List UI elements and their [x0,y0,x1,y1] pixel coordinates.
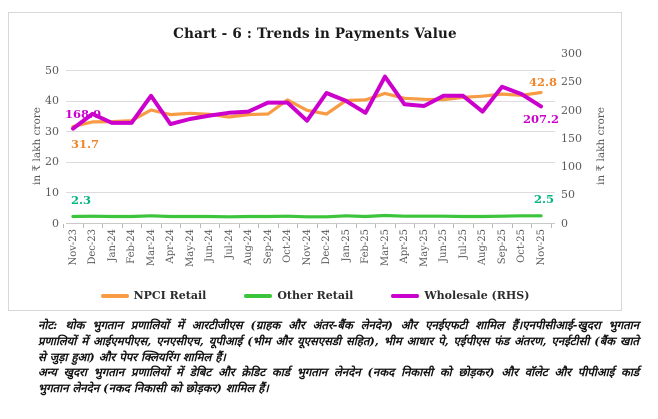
data-label: 2.5 [534,192,555,206]
gridline [66,223,555,224]
x-axis-tick [531,223,533,228]
right-axis-title: in ₹ lakh crore [595,107,607,186]
legend-label: Wholesale (RHS) [424,289,530,302]
legend-label: Other Retail [277,289,354,302]
left-axis-tick: 40 [45,94,59,108]
x-axis-tick [316,223,318,228]
x-axis-tick [82,223,84,228]
x-axis-tick [277,223,279,228]
right-axis-tick: 50 [561,188,575,202]
right-axis-tick: 250 [561,75,582,89]
legend-label: NPCI Retail [133,289,207,302]
right-axis-tick: 0 [561,216,568,230]
x-axis-tick [453,223,455,228]
data-label: 207.2 [523,112,560,126]
x-axis-tick [160,223,162,228]
left-axis-tick: 20 [45,155,59,169]
x-axis-tick [414,223,416,228]
data-label: 168.0 [65,107,102,121]
x-axis-tick [375,223,377,228]
x-axis-tick [336,223,338,228]
x-axis-tick [394,223,396,228]
line-plot [71,74,543,219]
x-axis-tick [355,223,357,228]
left-axis-tick: 0 [52,216,59,230]
left-axis-title: in ₹ lakh crore [31,107,43,186]
gridline [66,162,555,163]
right-axis-tick: 150 [561,131,582,145]
footnote-line: से जुड़ा हुआ) और पेपर क्लियरिंग शामिल है… [38,349,226,364]
left-axis-tick: 50 [45,63,59,77]
footnote-line: अन्य खुदरा भुगतान प्रणालियों में डेबिट औ… [38,365,639,380]
gridline [66,192,555,193]
legend-item: Other Retail [244,289,353,302]
x-axis-tick [121,223,123,228]
legend-item: Wholesale (RHS) [391,289,529,302]
legend-item: NPCI Retail [100,289,207,302]
x-axis-tick [238,223,240,228]
chart-title: Chart - 6 : Trends in Payments Value [173,26,457,42]
right-axis-tick: 100 [561,160,582,173]
footnotes: नोट: थोक भुगतान प्रणालियों में आरटीजीएस … [38,318,639,397]
right-axis-tick: 200 [561,103,582,117]
series-line-wholesale-rhs- [71,74,543,131]
right-axis-tick: 300 [561,47,582,60]
legend-swatch [391,293,420,298]
x-axis-tick [492,223,494,228]
x-axis-tick [297,223,299,228]
gridline [66,131,555,132]
x-axis-tick [199,223,201,228]
left-axis-tick: 30 [45,124,59,138]
footnote-line: नोट: थोक भुगतान प्रणालियों में आरटीजीएस … [38,318,639,332]
x-axis-tick [433,223,435,228]
series-line-other-retail [71,213,543,219]
x-axis-tick [472,223,474,228]
x-axis-tick [258,223,260,228]
footnote-line: भुगतान लेनदेन (नकद निकासी को छोड़कर) शाम… [38,381,269,396]
gridline [66,101,555,102]
x-axis-tick [141,223,143,228]
x-axis-tick [219,223,221,228]
gridline [66,70,555,71]
data-label: 2.3 [71,193,92,207]
x-axis-tick [180,223,182,228]
x-axis-tick [102,223,104,228]
footnote-line: प्रणालियों में आईएमपीएस, एनएसीएच, यूपीआई… [38,333,639,348]
x-axis-tick [63,223,65,228]
x-axis-tick [511,223,513,228]
legend-swatch [100,293,129,298]
data-label: 31.7 [71,137,100,151]
data-label: 42.8 [529,75,558,89]
legend-swatch [244,293,273,298]
x-axis-tick [550,223,552,228]
chart-container: Chart - 6 : Trends in Payments Value 0 10… [8,12,622,311]
legend: NPCI Retail Other Retail Wholesale (RHS) [9,289,621,302]
left-axis-tick: 10 [45,185,59,199]
